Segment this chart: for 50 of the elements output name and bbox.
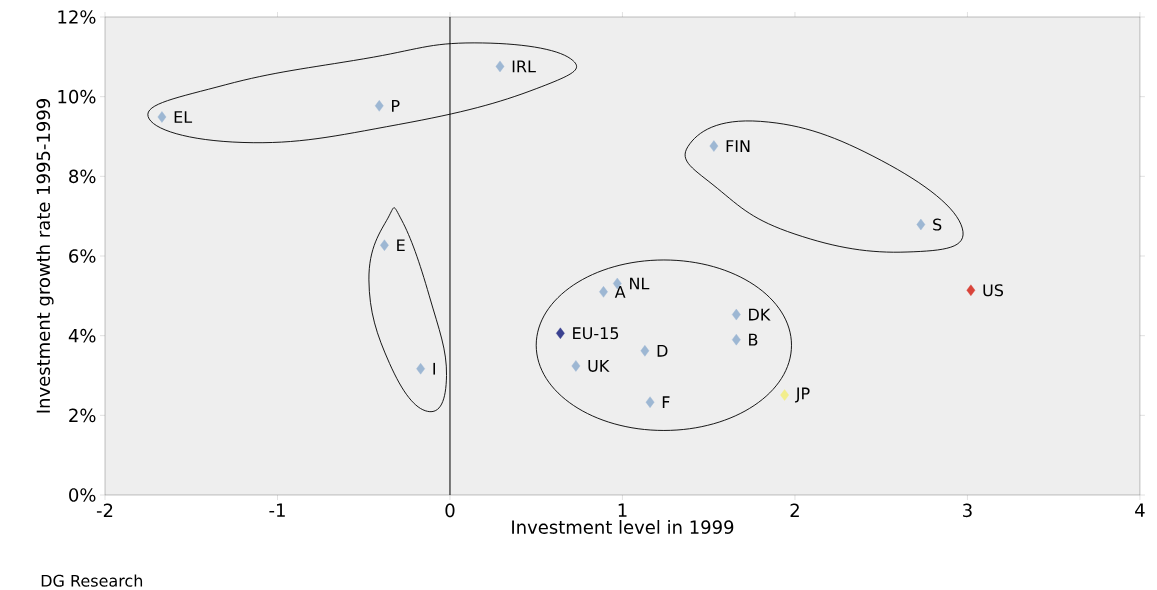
point bbox=[495, 60, 505, 73]
x-axis-title: Investment level in 1999 bbox=[512, 520, 734, 534]
series-label: B bbox=[749, 333, 758, 346]
series-label: A bbox=[614, 286, 626, 298]
series-label: US bbox=[983, 284, 1004, 297]
y-tick-label: 8% bbox=[69, 169, 96, 184]
y-tick-label: 10% bbox=[58, 89, 96, 104]
series-label: F bbox=[662, 396, 670, 409]
point bbox=[599, 286, 608, 298]
series-label: I bbox=[433, 362, 435, 375]
y-tick-label: 2% bbox=[69, 408, 96, 423]
x-tick-label: 1 bbox=[618, 503, 627, 517]
x-tick-label: -2 bbox=[96, 503, 113, 517]
series-label: D bbox=[657, 344, 668, 357]
point bbox=[416, 363, 425, 375]
point bbox=[731, 333, 741, 346]
series-label: UK bbox=[588, 359, 610, 372]
series-label: IRL bbox=[512, 60, 536, 73]
series-label: EL bbox=[174, 111, 193, 123]
y-tick-label: 6% bbox=[69, 249, 96, 263]
point bbox=[916, 218, 926, 231]
series-label: FIN bbox=[726, 140, 750, 152]
point bbox=[640, 345, 650, 357]
x-tick-label: 0 bbox=[445, 503, 455, 518]
point bbox=[731, 308, 741, 321]
series-label: EU-15 bbox=[573, 327, 619, 340]
x-tick-label: 4 bbox=[1135, 503, 1145, 517]
point bbox=[709, 140, 719, 152]
point bbox=[157, 111, 167, 123]
x-tick-label: 2 bbox=[790, 503, 799, 517]
y-tick-label: 0% bbox=[69, 488, 96, 502]
series-label: DK bbox=[749, 308, 771, 321]
series-label: NL bbox=[630, 277, 650, 290]
x-tick-label: 3 bbox=[963, 503, 972, 518]
series-label: P bbox=[392, 99, 400, 112]
text: DG Research bbox=[41, 574, 143, 587]
point bbox=[380, 239, 389, 251]
point bbox=[556, 327, 565, 339]
series-label: S bbox=[933, 218, 942, 231]
y-tick-label: 4% bbox=[68, 328, 96, 343]
point bbox=[966, 284, 976, 296]
point bbox=[571, 360, 581, 372]
series-label: E bbox=[397, 239, 405, 252]
point bbox=[374, 100, 384, 112]
y-tick-label: 12% bbox=[58, 10, 96, 24]
y-axis-title: Investment growth rate 1995-1999 bbox=[36, 99, 54, 413]
point bbox=[780, 389, 789, 401]
series-label: JP bbox=[794, 387, 810, 403]
point bbox=[645, 396, 655, 408]
x-tick-label: -1 bbox=[269, 503, 285, 517]
